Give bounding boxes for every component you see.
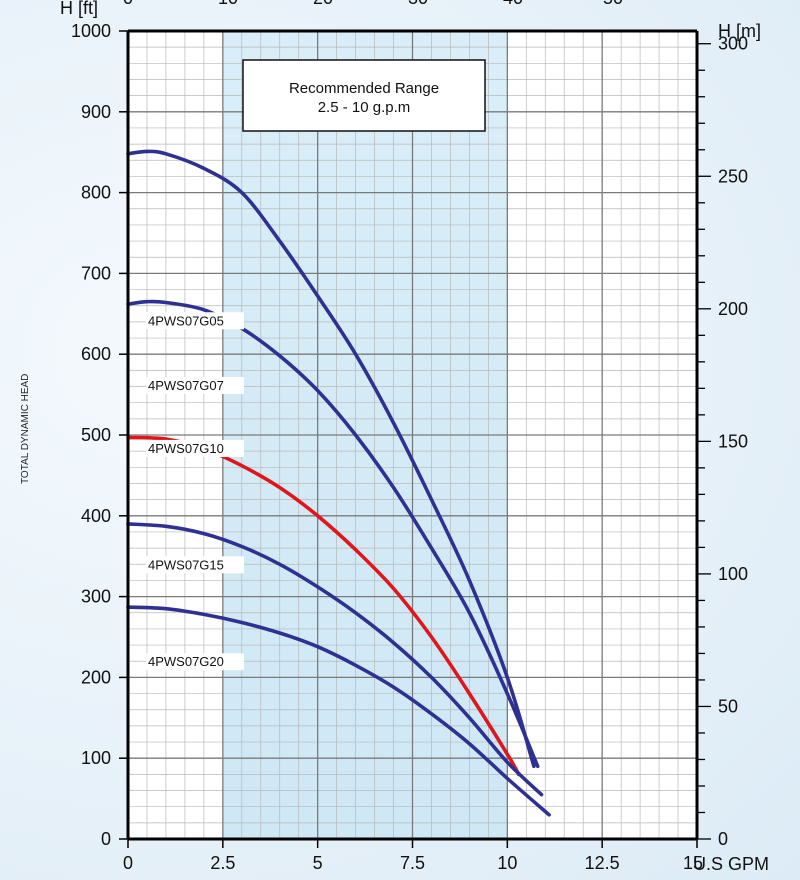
left-tick-label: 900 (81, 102, 111, 122)
right-tick-label: 150 (718, 431, 748, 451)
curve-label-bg (146, 439, 244, 457)
left-axis-title: H [ft] (60, 0, 98, 18)
left-tick-label: 300 (81, 587, 111, 607)
recommended-range-subtitle: 2.5 - 10 g.p.m (318, 99, 411, 116)
curve-label-bg (146, 376, 244, 394)
bottom-tick-label: 0 (123, 853, 133, 873)
top-tick-label: 40 (503, 0, 523, 8)
curve-4PWS07G15 (126, 299, 540, 769)
right-tick-label: 250 (718, 166, 748, 186)
curve-label-bg (146, 653, 244, 671)
curve-label-4PWS07G05: 4PWS07G05 (148, 313, 224, 328)
curve-4PWS07G20 (126, 149, 536, 769)
bottom-tick-label: 15 (683, 853, 703, 873)
curve-label-bg (146, 556, 244, 574)
right-tick-label: 200 (718, 299, 748, 319)
pump-curves (126, 149, 551, 817)
bottom-tick-label: 10 (497, 853, 517, 873)
curve-label-bg (146, 312, 244, 330)
left-tick-label: 100 (81, 748, 111, 768)
curve-labels: 4PWS07G20 4PWS07G15 4PWS07G10 4PWS07G07 4PWS… (146, 312, 244, 671)
curve-4PWS07G05 (126, 605, 551, 817)
curve-label-4PWS07G07: 4PWS07G07 (148, 378, 224, 393)
top-tick-label: 30 (408, 0, 428, 8)
curve-label-4PWS07G20: 4PWS07G20 (148, 654, 224, 669)
right-axis-title: H [m] (718, 21, 761, 41)
top-tick-label: 10 (218, 0, 238, 8)
top-tick-label: 0 (123, 0, 133, 8)
right-tick-label: 0 (718, 829, 728, 849)
curve-label-4PWS07G15: 4PWS07G15 (148, 557, 224, 572)
left-tick-label: 800 (81, 183, 111, 203)
tick-labels: 0100200300400500600700800900100005010015… (71, 0, 748, 873)
top-tick-label: 20 (313, 0, 333, 8)
bottom-tick-label: 2.5 (210, 853, 235, 873)
curve-label-4PWS07G10: 4PWS07G10 (148, 441, 224, 456)
left-tick-label: 700 (81, 263, 111, 283)
x-axis-unit-label: U.S GPM (693, 854, 769, 874)
bottom-tick-label: 12.5 (585, 853, 620, 873)
left-tick-label: 0 (101, 829, 111, 849)
left-tick-label: 1000 (71, 21, 111, 41)
bottom-tick-label: 7.5 (400, 853, 425, 873)
left-tick-label: 500 (81, 425, 111, 445)
left-tick-label: 400 (81, 506, 111, 526)
right-tick-label: 300 (718, 34, 748, 54)
curve-4PWS07G07 (126, 522, 544, 797)
bottom-tick-label: 5 (313, 853, 323, 873)
recommended-range-title: Recommended Range (289, 80, 439, 97)
side-axis-label: TOTAL DYNAMIC HEAD (20, 374, 31, 484)
left-tick-label: 600 (81, 344, 111, 364)
recommended-range-box: Recommended Range 2.5 - 10 g.p.m (242, 59, 486, 132)
right-tick-label: 100 (718, 564, 748, 584)
left-tick-label: 200 (81, 667, 111, 687)
top-tick-label: 50 (603, 0, 623, 8)
right-tick-label: 50 (718, 696, 738, 716)
